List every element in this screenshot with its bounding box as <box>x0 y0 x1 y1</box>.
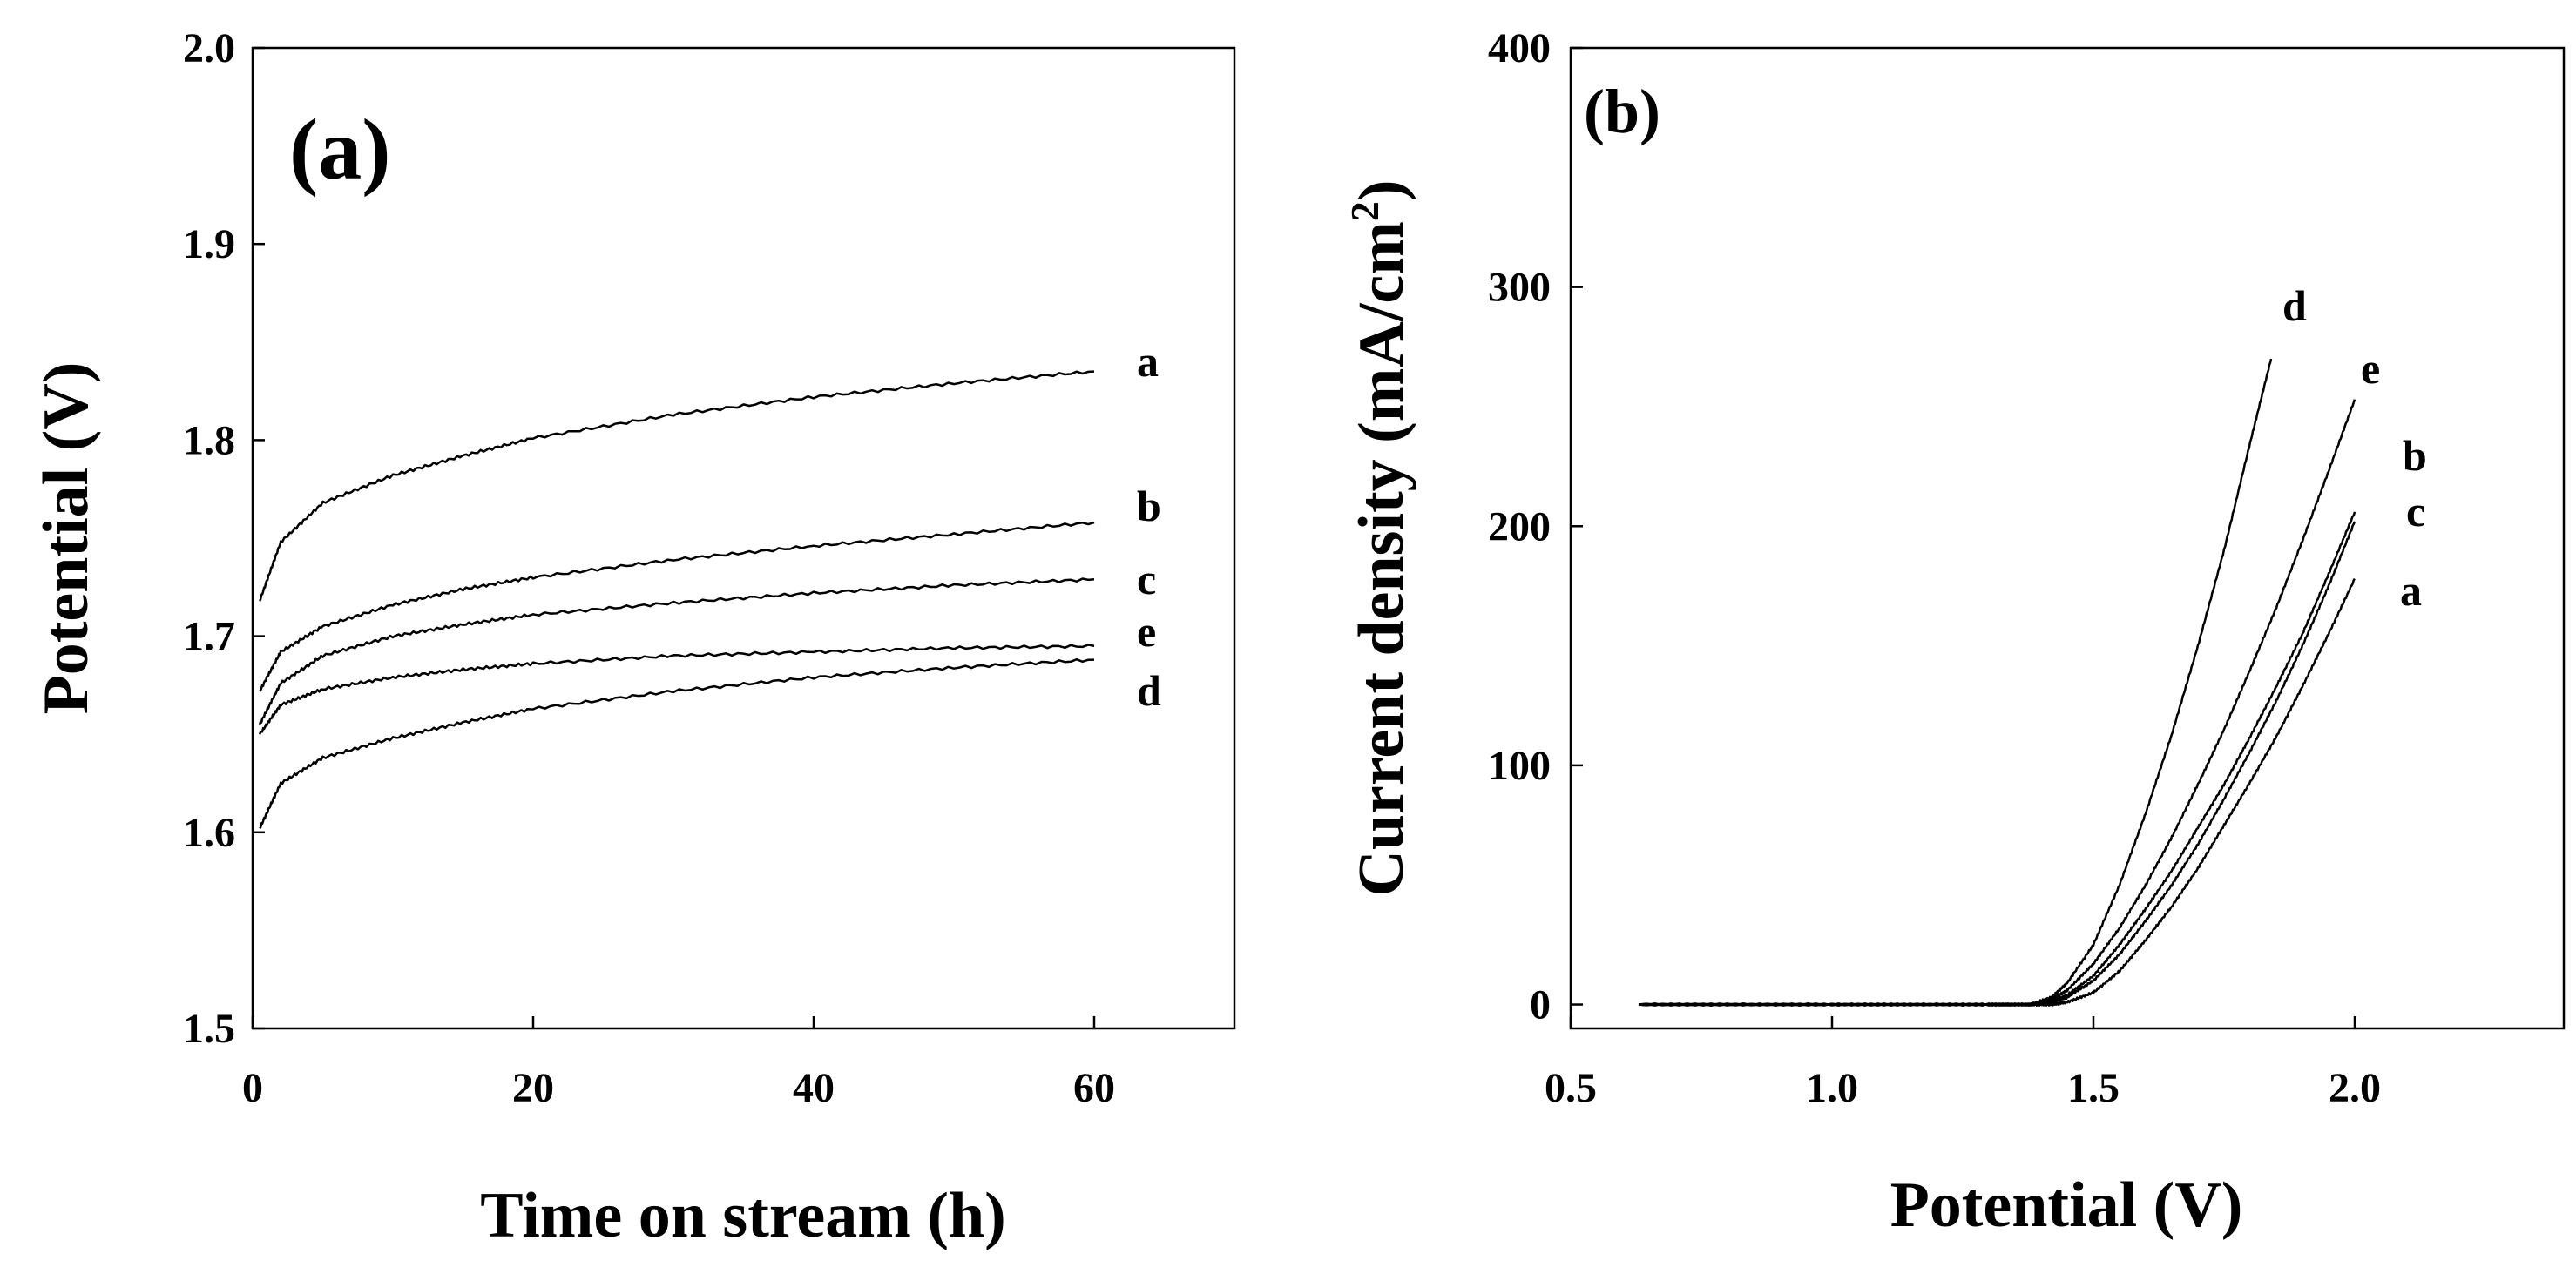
y-tick-label-b: 200 <box>1488 503 1551 549</box>
x-tick-label-a: 0 <box>242 1065 263 1111</box>
series-line-b-a <box>1638 577 2356 1007</box>
series-line-b-c <box>1638 521 2356 1007</box>
x-tick-label-b: 2.0 <box>2329 1065 2381 1111</box>
series-label-b-a: a <box>2400 566 2422 615</box>
series-label-b-b: b <box>2403 431 2427 480</box>
x-tick-label-a: 40 <box>793 1065 835 1111</box>
series-line-a-b <box>259 521 1095 692</box>
x-tick-label-b: 1.5 <box>2067 1065 2120 1111</box>
y-tick-label-a: 1.6 <box>183 810 235 856</box>
y-axis-label-a: Potential (V) <box>30 362 102 715</box>
y-tick-label-b: 0 <box>1530 982 1551 1028</box>
y-tick-label-a: 1.9 <box>183 221 235 267</box>
series-label-a-b: b <box>1137 482 1161 530</box>
series-label-a-d: d <box>1137 666 1161 715</box>
y-tick-label-b: 400 <box>1488 25 1551 71</box>
y-axis-label-b-main: Current density (mA/cm <box>1346 221 1417 897</box>
y-axis-label-b-tail: ) <box>1346 179 1417 201</box>
y-axis-label-b: Current density (mA/cm2) <box>1342 179 1417 896</box>
series-line-b-e <box>1638 399 2356 1007</box>
x-tick-label-a: 60 <box>1073 1065 1115 1111</box>
series-label-b-c: c <box>2406 487 2425 536</box>
series-label-a-c: c <box>1137 555 1156 603</box>
series-line-a-d <box>259 657 1095 830</box>
series-line-a-e <box>258 644 1095 735</box>
series-line-b-b <box>1638 511 2356 1007</box>
x-axis-label-b: Potential (V) <box>1890 1170 2243 1241</box>
series-label-a-e: e <box>1137 607 1156 656</box>
series-line-a-a <box>259 370 1095 602</box>
panel-label-a: (a) <box>289 101 391 198</box>
panel-label-b: (b) <box>1584 77 1660 146</box>
x-tick-label-b: 1.0 <box>1806 1065 1858 1111</box>
y-axis-label-b-sup: 2 <box>1342 201 1387 221</box>
y-tick-label-a: 1.5 <box>183 1006 235 1052</box>
series-label-b-e: e <box>2361 344 2380 393</box>
plot-frame-a <box>251 46 1236 1030</box>
series-line-b-d <box>1638 358 2273 1007</box>
x-tick-label-a: 20 <box>512 1065 554 1111</box>
x-tick-label-b: 0.5 <box>1545 1065 1597 1111</box>
series-label-b-d: d <box>2282 281 2307 330</box>
y-tick-label-a: 1.8 <box>183 417 235 463</box>
y-tick-label-b: 300 <box>1488 265 1551 311</box>
y-tick-label-a: 1.7 <box>183 614 235 660</box>
y-tick-label-b: 100 <box>1488 743 1551 789</box>
series-label-a-a: a <box>1137 337 1159 386</box>
x-axis-label-a: Time on stream (h) <box>480 1180 1006 1251</box>
series-line-a-c <box>258 577 1095 725</box>
plot-frame-b <box>1569 46 2566 1030</box>
y-tick-label-a: 2.0 <box>183 25 235 71</box>
